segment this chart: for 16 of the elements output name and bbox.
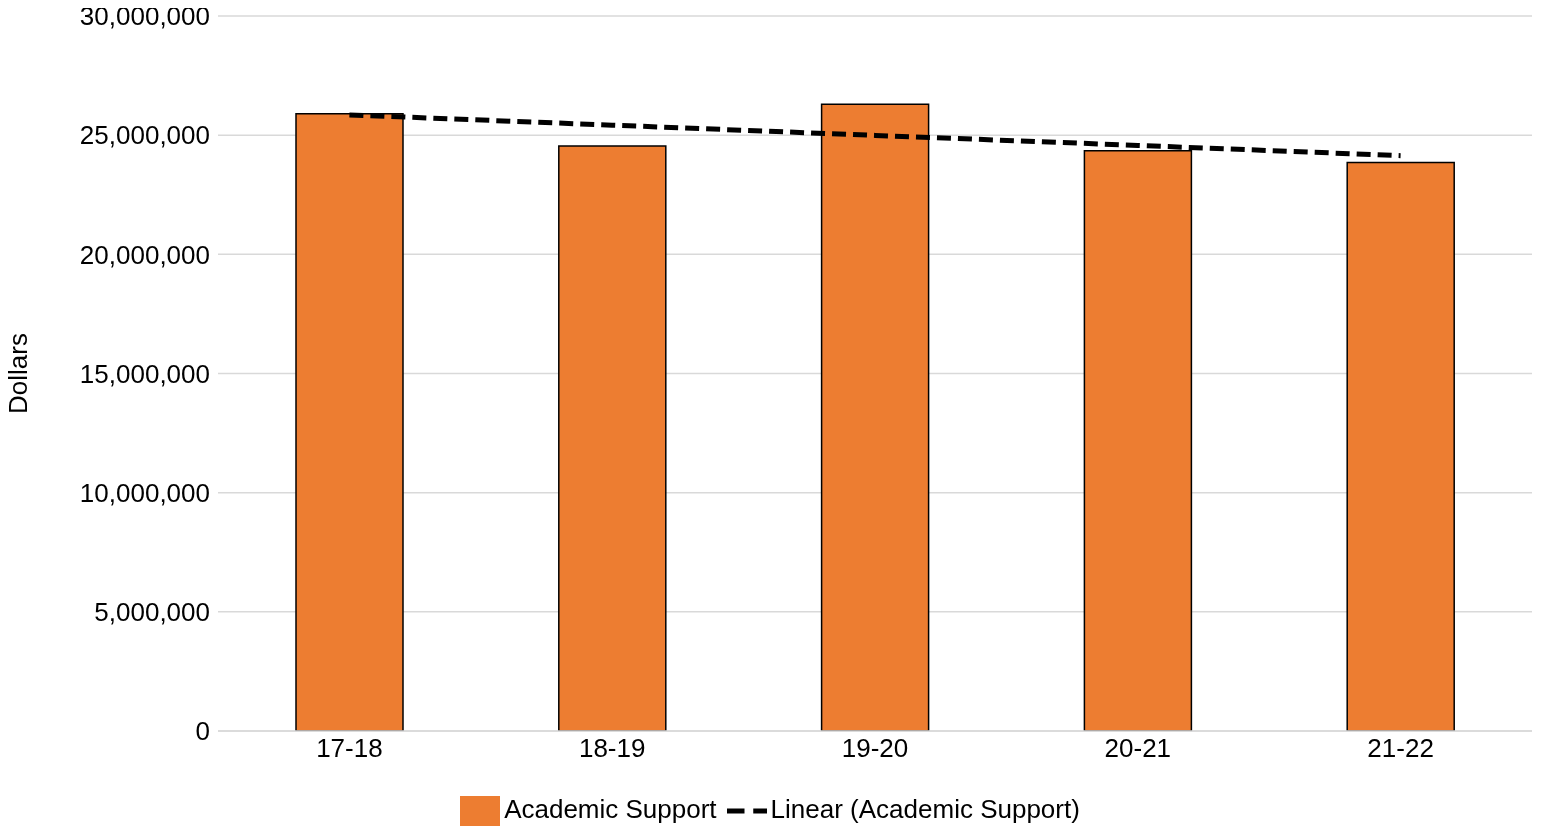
x-tick-label: 19-20 xyxy=(841,733,909,764)
y-axis-title: Dollars xyxy=(3,333,34,414)
x-tick-label: 17-18 xyxy=(316,733,383,764)
x-tick-label: 18-19 xyxy=(578,733,646,764)
x-tick-label: 20-21 xyxy=(1104,733,1172,764)
y-tick-label: 15,000,000 xyxy=(79,358,210,389)
y-tick-label: 20,000,000 xyxy=(79,239,210,270)
bar xyxy=(1346,161,1455,731)
y-tick-label: 10,000,000 xyxy=(79,477,210,508)
bar xyxy=(558,145,667,731)
y-tick-label: 25,000,000 xyxy=(79,120,210,151)
y-tick-label: 5,000,000 xyxy=(94,597,210,628)
x-tick-label: 21-22 xyxy=(1367,733,1434,764)
legend-label: Linear (Academic Support) xyxy=(770,793,1080,824)
y-tick-label: 0 xyxy=(195,716,210,747)
legend-label: Academic Support xyxy=(504,793,717,824)
